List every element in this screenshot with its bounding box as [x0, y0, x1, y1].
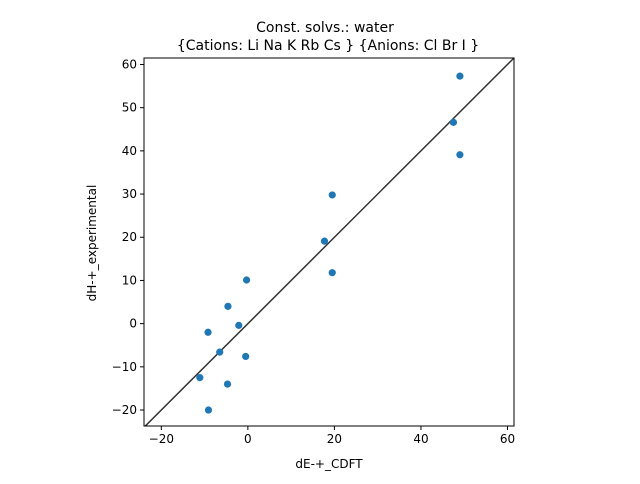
data-point — [242, 276, 251, 284]
data-point — [328, 191, 336, 199]
y-tick-label: −10 — [112, 360, 137, 374]
data-point — [204, 328, 212, 336]
y-tick-label: 30 — [122, 187, 137, 201]
data-point — [223, 380, 232, 388]
y-tick-label: 20 — [122, 230, 137, 244]
data-point — [320, 237, 329, 245]
data-point — [216, 348, 224, 356]
x-tick-label: 0 — [244, 432, 252, 446]
y-axis-label: dH-+_experimental — [85, 185, 99, 302]
data-point — [449, 118, 458, 126]
chart-title-line2: {Cations: Li Na K Rb Cs } {Anions: Cl Br… — [177, 38, 479, 54]
y-tick-label: 40 — [122, 144, 137, 158]
y-tick-label: 0 — [129, 317, 137, 331]
x-axis-label: dE-+_CDFT — [295, 457, 363, 471]
data-point — [224, 302, 232, 310]
y-tick-label: 10 — [122, 273, 137, 287]
y-tick-label: −20 — [112, 403, 137, 417]
data-point — [328, 269, 336, 277]
identity-line — [144, 58, 514, 426]
data-point — [456, 72, 464, 80]
data-point — [196, 374, 204, 382]
data-point — [242, 352, 250, 361]
x-tick-label: −20 — [149, 432, 174, 446]
x-tick-label: 20 — [327, 432, 342, 446]
data-point — [456, 151, 464, 159]
y-tick-label: 50 — [122, 101, 137, 115]
x-tick-label: 40 — [413, 432, 428, 446]
data-point — [204, 406, 213, 414]
x-tick-label: 60 — [500, 432, 515, 446]
plot-frame — [143, 57, 515, 427]
data-point — [235, 321, 243, 329]
y-tick-label: 60 — [122, 57, 137, 71]
chart-title-line1: Const. solvs.: water — [256, 20, 394, 36]
